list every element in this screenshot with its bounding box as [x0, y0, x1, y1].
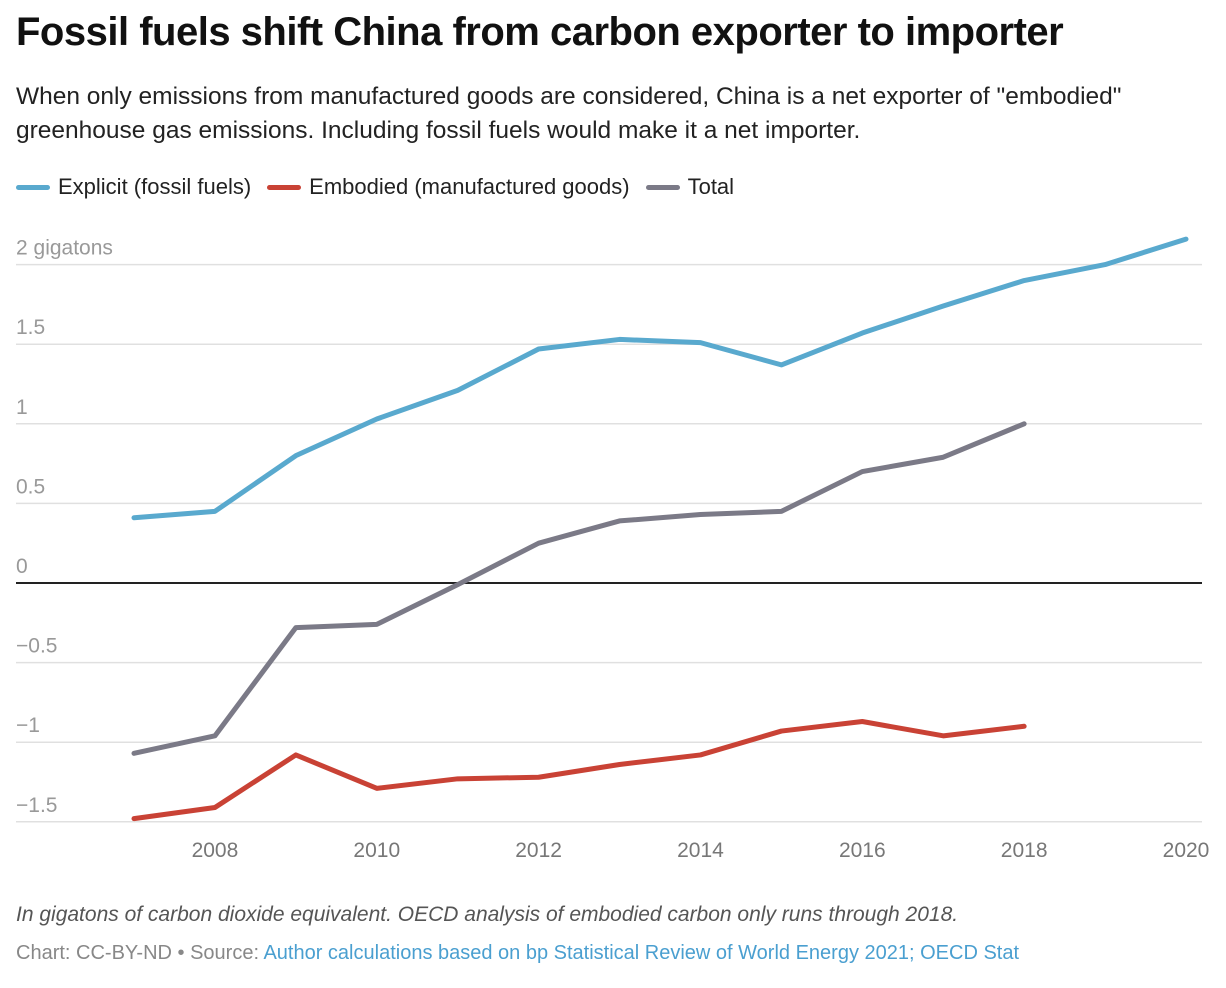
x-tick-label: 2020 [1163, 839, 1210, 862]
legend-label: Embodied (manufactured goods) [309, 174, 630, 199]
chart-note: In gigatons of carbon dioxide equivalent… [16, 903, 959, 926]
x-tick-label: 2018 [1001, 839, 1048, 862]
legend-swatch [267, 184, 302, 190]
series-line-total [131, 421, 1027, 756]
chart-subtitle: When only emissions from manufactured go… [16, 83, 1122, 144]
x-tick-label: 2014 [677, 839, 724, 862]
x-tick-label: 2016 [839, 839, 886, 862]
x-tick-label: 2008 [192, 839, 239, 862]
y-tick-label: 1 [16, 396, 28, 419]
y-tick-label: 0 [16, 555, 28, 578]
legend-label: Total [687, 174, 735, 199]
legend-label: Explicit (fossil fuels) [58, 174, 252, 199]
credit-text: Chart: CC-BY-ND • Source: [16, 942, 264, 964]
x-tick-label: 2012 [515, 839, 562, 862]
y-tick-label: 1.5 [16, 316, 45, 339]
series-line-explicit [131, 236, 1189, 521]
series-line-embodied [131, 719, 1027, 822]
legend-swatch [645, 184, 680, 190]
line-chart: 2 gigatons 1.5 1 0.5 0 −0.5 −1 −1.5 2008 2010 2012… [16, 236, 1210, 862]
y-tick-label: 2 gigatons [16, 237, 113, 260]
legend-item: Total [645, 174, 735, 200]
x-tick-label: 2010 [353, 839, 400, 862]
legend: Explicit (fossil fuels) Embodied (manufac… [16, 174, 734, 200]
source-line: Chart: CC-BY-ND • Source: Author calcula… [16, 942, 1019, 965]
legend-swatch [16, 184, 50, 190]
source-link[interactable]: Author calculations based on bp Statisti… [263, 942, 1020, 964]
legend-item: Embodied (manufactured goods) [267, 174, 630, 200]
y-tick-label: −0.5 [16, 635, 57, 658]
y-tick-label: −1 [16, 714, 40, 737]
chart-title: Fossil fuels shift China from carbon exp… [16, 10, 1064, 54]
y-tick-label: 0.5 [16, 475, 45, 498]
y-tick-label: −1.5 [16, 794, 57, 817]
legend-item: Explicit (fossil fuels) [16, 174, 251, 200]
